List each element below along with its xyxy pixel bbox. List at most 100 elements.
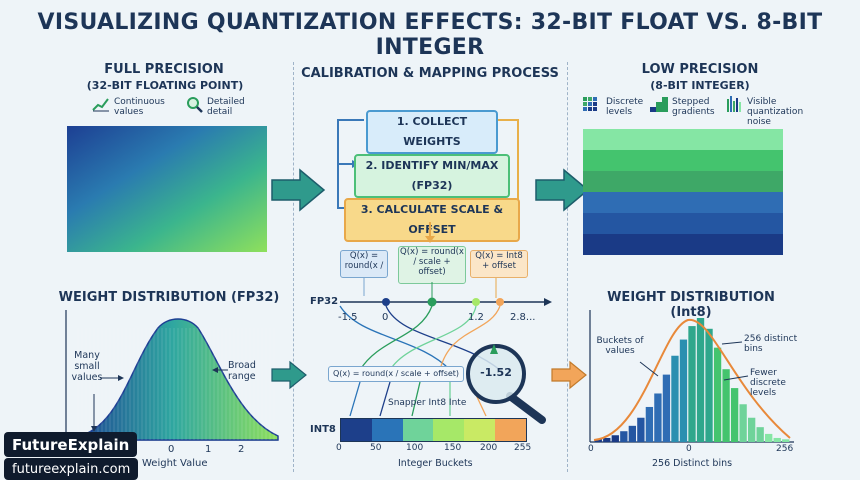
int8-band-2: [583, 171, 783, 192]
int8-band-0: [583, 129, 783, 150]
step-identify-minmax: 2. IDENTIFY MIN/MAX (FP32): [354, 154, 510, 198]
snapper-label: Snapper Int8 Inte: [388, 398, 467, 408]
int8-dist-tick-0: 0: [588, 444, 594, 454]
histogram-bar: [730, 388, 739, 442]
watermark: FutureExplain futureexplain.com: [4, 432, 139, 480]
noise-icon: [727, 96, 741, 112]
magnifier-icon: [466, 344, 546, 424]
magnifier-value: -1.52: [480, 366, 512, 379]
line-chart-icon: [92, 98, 109, 112]
int8-bucket-1: [371, 419, 403, 441]
right-dist-title: WEIGHT DISTRIBUTION (Int8): [607, 290, 775, 320]
right-heading: LOW PRECISION: [641, 62, 759, 77]
fp32-axis-tick-neg: -1.5: [338, 312, 358, 323]
int8-band-1: [583, 150, 783, 171]
int8-axis-label: INT8: [310, 424, 336, 435]
divider-right: [567, 62, 568, 472]
fp32-xaxis-label: Weight Value: [142, 458, 208, 469]
histogram-bar: [654, 393, 662, 442]
left-heading: FULL PRECISION: [104, 62, 224, 77]
histogram-bar: [671, 355, 679, 442]
histogram-bar: [756, 427, 764, 442]
magnifier-icon: [187, 97, 203, 113]
int8-tick-100: 100: [406, 443, 424, 453]
stepped-gradient-icon: [650, 97, 668, 112]
int8-dist-tick-mid: 0: [686, 444, 692, 454]
int8-bucket-0: [341, 419, 372, 441]
fp32-distribution-chart: [65, 310, 279, 441]
histogram-bar: [594, 439, 602, 442]
legend-noise-label: Visible quantization noise: [747, 97, 804, 127]
int8-dist-tick-256: 256: [776, 444, 794, 454]
int8-distribution-chart: [589, 310, 794, 443]
int8-banded-image: [583, 129, 783, 255]
histogram-bar: [713, 347, 722, 442]
arrow-right-icon: [535, 168, 590, 212]
distinct-bins-label: 256 distinct bins: [744, 334, 798, 354]
fp32-axis-tick-28: 2.8...: [510, 312, 536, 323]
int8-tick-200: 200: [480, 443, 498, 453]
int8-tick-150: 150: [444, 443, 462, 453]
legend-discrete-label: Discrete levels: [606, 97, 644, 117]
int8-band-3: [583, 192, 783, 213]
legend-stepped-label: Stepped gradients: [672, 97, 715, 117]
legend-stepped: [650, 96, 668, 116]
legend-detail: [186, 96, 204, 118]
fp32-axis-tick-zero: 0: [382, 312, 389, 323]
int8-band-4: [583, 213, 783, 234]
histogram-bar: [662, 374, 671, 442]
fp32-axis-label: FP32: [310, 296, 339, 307]
legend-continuous: [92, 96, 110, 116]
histogram-bar: [773, 437, 781, 442]
formula-box: Q(x) = round(x / scale + offset): [328, 366, 464, 382]
int8-bucket-3: [433, 419, 465, 441]
arrow-down-icon: [425, 222, 435, 243]
fp32-tick-2: 2: [238, 444, 245, 455]
mapping-diagram: [339, 278, 552, 417]
fp32-axis-tick-12: 1.2: [468, 312, 484, 323]
histogram-bar: [722, 369, 730, 442]
middle-heading: CALIBRATION & MAPPING PROCESS: [301, 66, 559, 81]
left-subheading: (32-BIT FLOATING POINT): [86, 79, 244, 92]
legend-continuous-label: Continuous values: [114, 97, 165, 117]
int8-dist-xaxis-label: 256 Distinct bins: [652, 458, 733, 469]
fp32-gradient-image: [67, 126, 267, 252]
histogram-bar: [620, 431, 628, 442]
legend-discrete: [583, 96, 597, 115]
int8-bucket-bar: [340, 418, 527, 442]
step-collect-weights: 1. COLLECT WEIGHTS: [366, 110, 498, 154]
histogram-bar: [611, 435, 619, 442]
fp32-tick-1: 1: [205, 444, 212, 455]
page-title: VISUALIZING QUANTIZATION EFFECTS: 32-BIT…: [37, 10, 823, 60]
arrow-right-icon: [271, 360, 307, 390]
histogram-bar: [603, 437, 611, 442]
legend-noise: [727, 96, 743, 116]
int8-tick-50: 50: [370, 443, 382, 453]
divider-left: [293, 62, 294, 472]
broad-range-label: Broad range: [228, 360, 256, 382]
int8-tick-0: 0: [336, 443, 342, 453]
histogram-bar: [696, 318, 705, 442]
left-dist-title: WEIGHT DISTRIBUTION (FP32): [58, 290, 280, 305]
fewer-levels-label: Fewer discrete levels: [750, 368, 786, 398]
histogram-bar: [679, 339, 688, 442]
note-int8: Q(x) = Int8 + offset: [470, 250, 528, 278]
legend-detail-label: Detailed detail: [207, 97, 245, 117]
histogram-bar: [747, 417, 756, 442]
histogram-bar: [688, 326, 696, 442]
note-round: Q(x) = round(x /: [340, 250, 388, 278]
int8-xaxis-label: Integer Buckets: [398, 458, 473, 469]
watermark-name: FutureExplain: [4, 432, 138, 457]
buckets-label: Buckets of values: [596, 336, 644, 356]
histogram-bar: [645, 406, 654, 442]
int8-bucket-4: [464, 419, 496, 441]
arrow-right-icon: [551, 360, 587, 390]
right-subheading: (8-BIT INTEGER): [650, 79, 750, 92]
many-small-values-label: Many small values: [71, 350, 103, 383]
histogram-bar: [705, 328, 713, 442]
histogram-bar: [628, 425, 637, 442]
histogram-bar: [739, 404, 747, 442]
watermark-url: futureexplain.com: [4, 458, 139, 480]
step-calculate-scale: 3. CALCULATE SCALE & OFFSET: [344, 198, 520, 242]
histogram-bar: [782, 439, 790, 442]
